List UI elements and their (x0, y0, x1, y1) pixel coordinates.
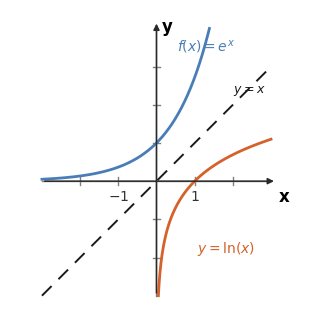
Text: $f(x) = e^x$: $f(x) = e^x$ (177, 38, 236, 55)
Text: $y = x$: $y = x$ (233, 84, 266, 98)
Text: $\mathbf{y}$: $\mathbf{y}$ (161, 20, 174, 38)
Text: $-1$: $-1$ (108, 190, 129, 203)
Text: $y = \ln(x)$: $y = \ln(x)$ (197, 240, 254, 258)
Text: $\mathbf{x}$: $\mathbf{x}$ (278, 188, 290, 206)
Text: $1$: $1$ (190, 190, 200, 203)
